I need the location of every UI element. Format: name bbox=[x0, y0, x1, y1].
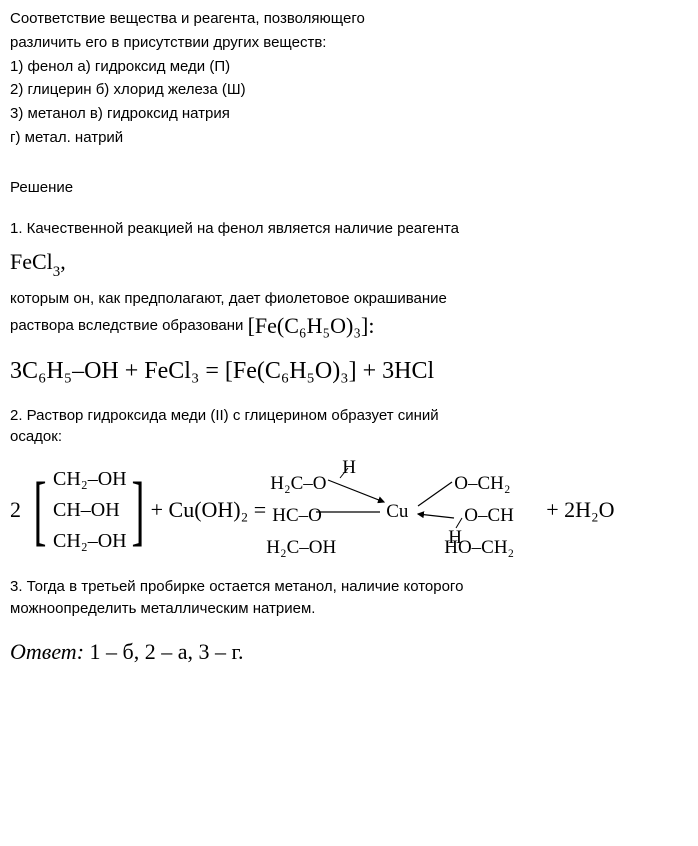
fecl3-sub: 3 bbox=[53, 264, 60, 280]
glycerol-equation: 2 [ CH₂–OH CH–OH CH₂–OH ] + Cu(OH)₂ = bbox=[10, 462, 688, 558]
glycerol-structure: CH₂–OH CH–OH CH₂–OH bbox=[53, 464, 127, 557]
prod-top-left: H₂C–O bbox=[270, 470, 326, 498]
phenol-equation: 3C₆H₅–OH + FeCl₃ = [Fe(C₆H₅O)₃] + 3HCl bbox=[10, 354, 688, 389]
coef-2: 2 bbox=[10, 494, 21, 526]
prod-mid-left: HC–O bbox=[272, 502, 322, 530]
gly-row-1: CH₂–OH bbox=[53, 464, 127, 495]
problem-statement: Соответствие вещества и реагента, позвол… bbox=[10, 8, 688, 54]
prod-mid-right: O–CH bbox=[464, 502, 514, 530]
complex-formula: [Fe(C₆H₅O)₃]: bbox=[248, 310, 375, 342]
step-2-text-1: 2. Раствор гидроксида меди (II) с глицер… bbox=[10, 405, 688, 427]
plus-cuoh2: + Cu(OH)₂ = bbox=[151, 494, 267, 526]
option-2: 2) глицерин б) хлорид железа (Ш) bbox=[10, 79, 688, 101]
step-1-line-2a: которым он, как предполагают, дает фиоле… bbox=[10, 288, 688, 310]
fecl3-formula: FeCl3, bbox=[10, 246, 688, 282]
step-3: 3. Тогда в третьей пробирке остается мет… bbox=[10, 576, 688, 620]
cu-glycerate-complex: H₂C–O H HC–O H₂C–OH Cu O–CH₂ O–CH H HO–C… bbox=[266, 462, 546, 558]
solution-heading: Решение bbox=[10, 177, 688, 199]
gly-row-2: CH–OH bbox=[53, 495, 127, 526]
option-1: 1) фенол а) гидроксид меди (П) bbox=[10, 56, 688, 78]
right-bracket-icon: ] bbox=[131, 471, 144, 549]
plus-2h2o: + 2H₂O bbox=[546, 494, 614, 526]
step-3-text-2: можноопределить металлическим натрием. bbox=[10, 598, 688, 620]
left-bracket-icon: [ bbox=[33, 471, 46, 549]
step-1-line-2b-text: раствора вследствие образовани bbox=[10, 317, 248, 334]
prod-bot-left: H₂C–OH bbox=[266, 534, 336, 562]
prod-cu: Cu bbox=[386, 498, 408, 526]
answer-value: 1 – б, 2 – а, 3 – г. bbox=[84, 639, 244, 664]
prod-bot-right: HO–CH₂ bbox=[444, 534, 514, 562]
answer-label: Ответ: bbox=[10, 639, 84, 664]
step-1-text: 1. Качественной реакцией на фенол являет… bbox=[10, 218, 688, 240]
fecl3-comma: , bbox=[60, 249, 66, 274]
step-1: 1. Качественной реакцией на фенол являет… bbox=[10, 218, 688, 388]
step-1-line-2b: раствора вследствие образовани [Fe(C₆H₅O… bbox=[10, 310, 688, 342]
option-4: г) метал. натрий bbox=[10, 127, 688, 149]
gly-row-3: CH₂–OH bbox=[53, 526, 127, 557]
step-2: 2. Раствор гидроксида меди (II) с глицер… bbox=[10, 405, 688, 559]
answer-line: Ответ: 1 – б, 2 – а, 3 – г. bbox=[10, 636, 688, 668]
intro-line-2: различить его в присутствии других вещес… bbox=[10, 32, 688, 54]
options-block: 1) фенол а) гидроксид меди (П) 2) глицер… bbox=[10, 56, 688, 149]
option-3: 3) метанол в) гидроксид натрия bbox=[10, 103, 688, 125]
prod-top-left-h: H bbox=[342, 454, 356, 482]
fecl3-main: FeCl bbox=[10, 249, 53, 274]
intro-line-1: Соответствие вещества и реагента, позвол… bbox=[10, 8, 688, 30]
step-3-text-1: 3. Тогда в третьей пробирке остается мет… bbox=[10, 576, 688, 598]
step-2-text-2: осадок: bbox=[10, 426, 688, 448]
prod-top-right: O–CH₂ bbox=[454, 470, 510, 498]
